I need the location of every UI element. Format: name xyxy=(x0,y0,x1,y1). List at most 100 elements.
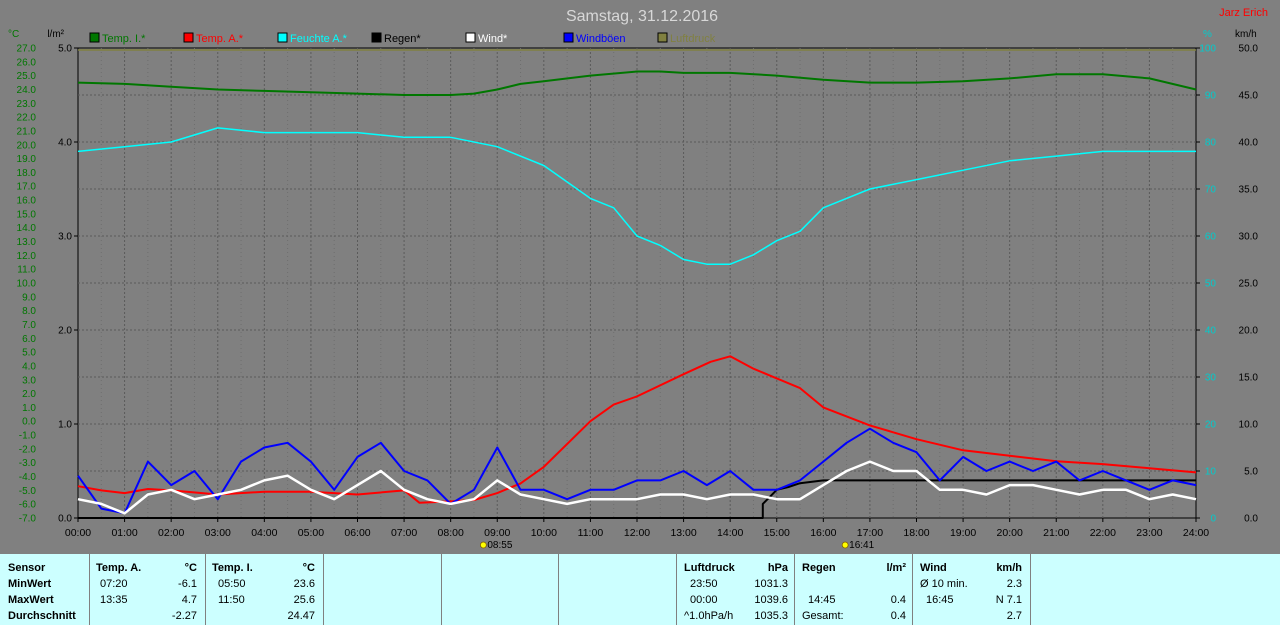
axis-tick-temp: 7.0 xyxy=(22,320,36,331)
stats-wind-value: 2.3 xyxy=(1006,578,1022,590)
stats-wind-value: N 7.1 xyxy=(995,594,1022,606)
stats-col-sensor: Sensor MinWert MaxWert Durchschnitt xyxy=(0,554,90,625)
stats-temp-a-value: 4.7 xyxy=(181,594,197,606)
stats-luftdruck-value: 1035.3 xyxy=(754,610,788,622)
stats-regen-header: Regen xyxy=(802,562,836,574)
axis-tick-humidity: 50 xyxy=(1205,279,1217,290)
axis-tick-rain: 5.0 xyxy=(58,44,72,55)
axis-tick-x: 06:00 xyxy=(344,527,370,539)
axis-tick-temp: -7.0 xyxy=(19,514,37,525)
sunset-icon xyxy=(841,541,849,549)
sunset-time: 16:41 xyxy=(849,540,874,551)
axis-tick-temp: 22.0 xyxy=(17,113,37,124)
axis-tick-humidity: 70 xyxy=(1205,185,1217,196)
axis-tick-rain: 2.0 xyxy=(58,326,72,337)
stats-regen-value: 0.4 xyxy=(890,594,906,606)
stats-wind-time: Ø 10 min. xyxy=(920,578,968,590)
axis-right-humidity: 0 10 20 30 40 50 60 70 80 90 100 xyxy=(1199,44,1216,525)
axis-tick-temp: -5.0 xyxy=(19,486,37,497)
stats-regen-unit: l/m² xyxy=(886,562,906,574)
chart-title: Samstag, 31.12.2016 xyxy=(566,8,718,25)
stats-luftdruck-unit: hPa xyxy=(767,562,788,574)
axis-tick-temp: 4.0 xyxy=(22,361,36,372)
axis-x: 00:00 01:00 02:00 03:00 04:00 05:00 06:00 07:00… xyxy=(65,518,1209,539)
right-unit-wind: km/h xyxy=(1235,29,1257,40)
axis-tick-wind: 45.0 xyxy=(1239,91,1259,102)
stats-col-empty xyxy=(442,554,559,625)
axis-tick-x: 01:00 xyxy=(111,527,137,539)
stats-temp-a-value: -2.27 xyxy=(171,610,197,622)
axis-tick-x: 04:00 xyxy=(251,527,277,539)
axis-tick-x: 14:00 xyxy=(717,527,743,539)
axis-tick-temp: 1.0 xyxy=(22,403,36,414)
axis-tick-temp: 3.0 xyxy=(22,375,36,386)
axis-tick-x: 02:00 xyxy=(158,527,184,539)
left-unit-rain: l/m² xyxy=(47,29,64,40)
axis-tick-humidity: 90 xyxy=(1205,91,1217,102)
stats-temp-a-unit: °C xyxy=(184,562,197,574)
axis-tick-temp: 15.0 xyxy=(17,209,37,220)
axis-tick-temp: 17.0 xyxy=(17,182,37,193)
series-line-rain xyxy=(78,479,1196,519)
stats-wind-value: 2.7 xyxy=(1006,610,1022,622)
axis-tick-wind: 20.0 xyxy=(1239,326,1259,337)
series-line-temp_out xyxy=(77,355,1197,504)
plot-series xyxy=(77,49,1197,519)
series-line-gust xyxy=(77,427,1197,515)
axis-left-rain: 0.0 1.0 2.0 3.0 4.0 5.0 xyxy=(58,44,78,525)
stats-luftdruck-time: 00:00 xyxy=(690,594,718,606)
axis-tick-x: 09:00 xyxy=(484,527,510,539)
axis-tick-humidity: 10 xyxy=(1205,467,1217,478)
legend-swatch-pressure xyxy=(657,32,668,43)
stats-col-wind: Wind km/h Ø 10 min. 16:45 2.3 N 7.1 2.7 xyxy=(913,554,1031,625)
right-unit-humidity: % xyxy=(1203,29,1212,40)
axis-tick-rain: 4.0 xyxy=(58,138,72,149)
axis-tick-temp: 20.0 xyxy=(17,140,37,151)
stats-luftdruck-header: Luftdruck xyxy=(684,562,735,574)
stats-temp-a-time: 07:20 xyxy=(100,578,128,590)
stats-temp-i-value: 25.6 xyxy=(293,594,315,606)
axis-tick-rain: 0.0 xyxy=(58,514,72,525)
stats-regen-value: 0.4 xyxy=(890,610,906,622)
axis-tick-temp: -2.0 xyxy=(19,444,37,455)
axis-tick-rain: 1.0 xyxy=(58,420,72,431)
legend-swatch-temp_in xyxy=(89,32,100,43)
stats-temp-a-value: -6.1 xyxy=(178,578,197,590)
axis-tick-x: 18:00 xyxy=(903,527,929,539)
statistics-panel: Sensor MinWert MaxWert Durchschnitt Temp… xyxy=(0,552,1280,625)
legend-label-wind: Wind* xyxy=(478,33,508,45)
legend-label-gust: Windböen xyxy=(576,33,626,45)
stats-col-temp-a: Temp. A. °C 07:20 13:35 -6.1 4.7 -2.27 xyxy=(90,554,206,625)
axis-tick-temp: 24.0 xyxy=(17,85,37,96)
axis-tick-x: 13:00 xyxy=(670,527,696,539)
axis-tick-x: 23:00 xyxy=(1136,527,1162,539)
legend-label-temp_in: Temp. I.* xyxy=(102,33,146,45)
stats-col-luftdruck: Luftdruck hPa 23:50 00:00 ^1.0hPa/h 1031… xyxy=(677,554,795,625)
axis-tick-x: 08:00 xyxy=(438,527,464,539)
sunrise-time: 08:55 xyxy=(487,540,512,551)
axis-tick-temp: 12.0 xyxy=(17,251,37,262)
axis-tick-temp: 0.0 xyxy=(22,417,36,428)
stats-wind-time: 16:45 xyxy=(926,594,954,606)
axis-tick-temp: -1.0 xyxy=(19,431,37,442)
series-line-humidity xyxy=(77,127,1196,265)
axis-tick-temp: 5.0 xyxy=(22,348,36,359)
axis-tick-x: 11:00 xyxy=(578,527,604,539)
axis-tick-x: 12:00 xyxy=(624,527,650,539)
axis-tick-x: 21:00 xyxy=(1043,527,1069,539)
axis-tick-temp: 16.0 xyxy=(17,196,37,207)
legend-swatch-temp_out xyxy=(183,32,194,43)
stats-col-empty xyxy=(324,554,442,625)
stats-temp-a-time: 13:35 xyxy=(100,594,128,606)
axis-tick-humidity: 40 xyxy=(1205,326,1217,337)
axis-tick-x: 22:00 xyxy=(1090,527,1116,539)
legend-swatch-wind xyxy=(465,32,476,43)
legend-label-temp_out: Temp. A.* xyxy=(196,33,244,45)
stats-temp-a-header: Temp. A. xyxy=(96,562,142,574)
axis-tick-wind: 5.0 xyxy=(1244,467,1258,478)
legend-swatch-humidity xyxy=(277,32,288,43)
stats-luftdruck-value: 1031.3 xyxy=(754,578,788,590)
axis-tick-temp: 6.0 xyxy=(22,334,36,345)
stats-temp-i-time: 11:50 xyxy=(218,594,245,606)
stats-col-regen: Regen l/m² 14:45 Gesamt: 0.4 0.4 xyxy=(795,554,913,625)
